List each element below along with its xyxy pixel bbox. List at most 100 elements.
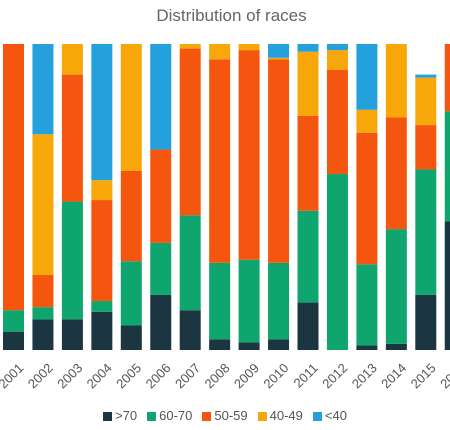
bar-segment-2003-2 xyxy=(61,74,83,202)
bar-segment-2013-1 xyxy=(356,264,378,346)
bar-segment-2013-2 xyxy=(356,132,378,265)
bar-segment-2015-2 xyxy=(415,125,437,170)
x-tick-label-2003: 2003 xyxy=(54,360,85,391)
legend-swatch xyxy=(147,412,157,421)
bar-segment-2010-4 xyxy=(268,44,290,58)
bar-segment-2008-3 xyxy=(209,44,231,60)
bar-segment-2010-0 xyxy=(268,339,290,350)
bar-segment-2015-0 xyxy=(415,294,437,350)
legend-label: 50-59 xyxy=(214,408,248,423)
bar-segment-2009-0 xyxy=(238,342,260,350)
bar-segment-2014-0 xyxy=(385,343,407,350)
x-tick-label-2005: 2005 xyxy=(113,360,144,391)
bar-segment-2011-2 xyxy=(297,115,319,211)
bar-segment-2016-0 xyxy=(444,221,450,350)
chart-title: Distribution of races xyxy=(156,6,307,25)
bar-segment-2003-3 xyxy=(61,44,83,75)
bar-segment-2002-2 xyxy=(32,275,54,308)
x-tick-labels: 2001200220032004200520062007200820092010… xyxy=(0,360,450,391)
bar-segment-2003-1 xyxy=(61,201,83,320)
x-tick-label-2013: 2013 xyxy=(349,360,380,391)
bar-segment-2011-1 xyxy=(297,210,319,303)
bar-segment-2009-3 xyxy=(238,44,260,51)
bar-segment-2004-1 xyxy=(91,301,113,312)
bar-segment-2014-2 xyxy=(385,117,407,230)
bar-segment-2012-1 xyxy=(326,174,348,350)
bar-segment-2009-1 xyxy=(238,259,260,343)
bar-segment-2001-0 xyxy=(3,331,24,350)
legend-item-0[interactable]: >70 xyxy=(103,408,137,423)
bar-segment-2007-3 xyxy=(179,44,201,49)
legend-swatch xyxy=(257,412,267,421)
x-tick-label-2008: 2008 xyxy=(201,360,232,391)
bar-segment-2011-3 xyxy=(297,51,319,116)
x-tick-label-2014: 2014 xyxy=(378,360,409,391)
bar-segment-2005-2 xyxy=(120,170,142,262)
legend-swatch xyxy=(103,412,113,421)
x-tick-label-2016: 2016 xyxy=(437,360,450,391)
bar-segment-2014-3 xyxy=(385,44,407,118)
bar-segment-2011-0 xyxy=(297,302,319,350)
x-tick-label-2011: 2011 xyxy=(291,360,321,390)
bar-segment-2006-1 xyxy=(150,242,172,295)
legend: >70 60-70 50-59 40-49 <40 xyxy=(0,408,450,423)
bar-segment-2010-3 xyxy=(268,57,290,60)
bar-segment-2011-4 xyxy=(297,44,319,52)
bar-segment-2012-2 xyxy=(326,70,348,175)
bar-segment-2003-0 xyxy=(61,319,83,350)
bar-segment-2010-2 xyxy=(268,59,290,263)
bar-segment-2008-1 xyxy=(209,262,231,340)
legend-swatch xyxy=(202,412,212,421)
bar-segment-2002-4 xyxy=(32,44,54,135)
bar-segment-2015-4 xyxy=(415,74,437,78)
legend-label: 40-49 xyxy=(269,408,303,423)
x-tick-label-2012: 2012 xyxy=(319,360,350,391)
bar-segment-2004-3 xyxy=(91,180,113,201)
bar-segment-2016-1 xyxy=(444,111,450,222)
bar-segment-2016-2 xyxy=(444,44,450,112)
x-tick-label-2004: 2004 xyxy=(84,360,115,391)
bar-segment-2013-0 xyxy=(356,345,378,350)
bar-segment-2007-1 xyxy=(179,215,201,311)
legend-item-1[interactable]: 60-70 xyxy=(147,408,192,423)
bar-segment-2001-1 xyxy=(3,310,24,332)
legend-item-4[interactable]: <40 xyxy=(312,408,347,423)
bar-segment-2012-3 xyxy=(326,50,348,71)
legend-item-3[interactable]: 40-49 xyxy=(257,408,303,423)
bar-segment-2006-2 xyxy=(150,149,172,243)
bar-segment-2005-1 xyxy=(120,261,142,326)
bars-group xyxy=(3,44,450,350)
legend-label: <40 xyxy=(324,408,347,423)
bar-segment-2007-2 xyxy=(179,48,201,216)
bar-segment-2013-3 xyxy=(356,109,378,133)
x-tick-label-2006: 2006 xyxy=(143,360,174,391)
bar-segment-2006-0 xyxy=(150,294,172,350)
bar-segment-2008-0 xyxy=(209,339,231,350)
bar-segment-2006-4 xyxy=(150,44,172,150)
bar-segment-2004-4 xyxy=(91,44,113,181)
x-tick-label-2009: 2009 xyxy=(231,360,262,391)
bar-segment-2014-1 xyxy=(385,229,407,344)
bar-segment-2009-2 xyxy=(238,50,260,260)
bar-segment-2002-1 xyxy=(32,307,54,320)
legend-item-2[interactable]: 50-59 xyxy=(202,408,248,423)
bar-segment-2012-4 xyxy=(326,44,348,51)
bar-segment-2010-1 xyxy=(268,262,290,340)
bar-segment-2007-0 xyxy=(179,310,201,350)
legend-label: >70 xyxy=(115,408,138,423)
bar-segment-2015-3 xyxy=(415,77,437,126)
legend-label: 60-70 xyxy=(159,408,193,423)
bar-segment-2002-0 xyxy=(32,319,54,350)
bar-segment-2001-2 xyxy=(3,44,24,311)
bar-segment-2004-0 xyxy=(91,311,113,350)
bar-segment-2008-2 xyxy=(209,59,231,263)
bar-segment-2005-3 xyxy=(120,44,142,171)
bar-segment-2005-0 xyxy=(120,325,142,350)
x-tick-label-2002: 2002 xyxy=(25,360,56,391)
bar-segment-2004-2 xyxy=(91,200,113,302)
x-tick-label-2015: 2015 xyxy=(408,360,439,391)
x-tick-label-2001: 2001 xyxy=(0,360,26,391)
x-tick-label-2010: 2010 xyxy=(260,360,291,391)
bar-segment-2015-1 xyxy=(415,169,437,295)
